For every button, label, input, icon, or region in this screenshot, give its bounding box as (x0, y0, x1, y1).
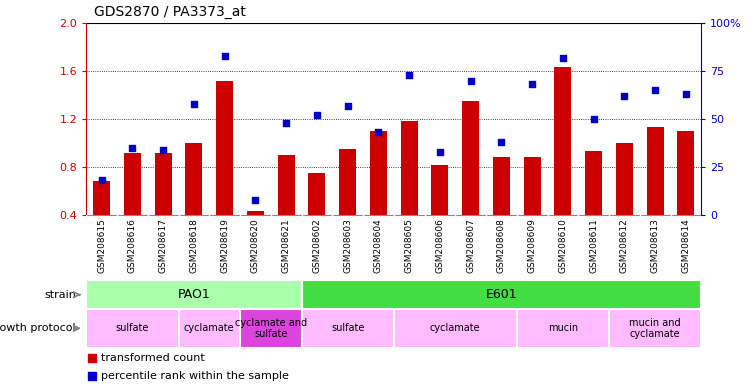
Bar (302, 309, 394, 348)
Bar (178, 309, 240, 348)
Point (680, 91, 692, 97)
Bar (524, 157, 541, 215)
Text: GSM208609: GSM208609 (528, 218, 537, 273)
Bar (616, 143, 633, 215)
Text: GSM208616: GSM208616 (128, 218, 136, 273)
Text: mucin: mucin (548, 323, 578, 333)
Bar (677, 131, 694, 215)
Text: percentile rank within the sample: percentile rank within the sample (101, 371, 289, 381)
Text: GSM208618: GSM208618 (189, 218, 198, 273)
Text: GSM208620: GSM208620 (251, 218, 260, 273)
Bar (216, 81, 233, 215)
Point (219, 53, 231, 59)
Point (404, 72, 416, 78)
Text: GSM208614: GSM208614 (681, 218, 690, 273)
Bar (517, 309, 609, 348)
Point (158, 147, 170, 153)
Bar (93, 182, 110, 215)
Text: GSM208604: GSM208604 (374, 218, 382, 273)
Bar (370, 131, 387, 215)
Point (126, 145, 138, 151)
Bar (394, 309, 517, 348)
Bar (308, 173, 326, 215)
Point (310, 112, 322, 118)
Point (464, 78, 477, 84)
Bar (278, 155, 295, 215)
Point (495, 139, 507, 145)
Text: GSM208602: GSM208602 (312, 218, 321, 273)
Text: GSM208603: GSM208603 (343, 218, 352, 273)
Text: PAO1: PAO1 (178, 288, 210, 301)
Bar (124, 152, 141, 215)
Bar (609, 309, 701, 348)
Bar (86, 309, 178, 348)
Bar (585, 151, 602, 215)
Point (188, 101, 200, 107)
Point (96, 177, 108, 184)
Text: GSM208605: GSM208605 (405, 218, 414, 273)
Bar (247, 212, 264, 215)
Point (649, 87, 662, 93)
Bar (154, 152, 172, 215)
Text: GSM208617: GSM208617 (159, 218, 168, 273)
Text: transformed count: transformed count (101, 353, 205, 363)
Point (588, 116, 600, 122)
Text: E601: E601 (485, 288, 518, 301)
Text: GSM208612: GSM208612 (620, 218, 628, 273)
Point (556, 55, 568, 61)
Point (249, 197, 261, 203)
Text: GSM208608: GSM208608 (496, 218, 506, 273)
Bar (493, 157, 510, 215)
Text: GSM208619: GSM208619 (220, 218, 230, 273)
Point (433, 149, 445, 155)
Bar (554, 68, 572, 215)
Text: GSM208615: GSM208615 (98, 218, 106, 273)
Text: cyclamate: cyclamate (430, 323, 481, 333)
Text: GSM208610: GSM208610 (558, 218, 567, 273)
Text: sulfate: sulfate (116, 323, 149, 333)
Bar (339, 149, 356, 215)
Text: sulfate: sulfate (331, 323, 364, 333)
Bar (400, 121, 418, 215)
Bar (185, 143, 202, 215)
Bar (462, 101, 479, 215)
Point (526, 81, 538, 88)
Text: cyclamate and
sulfate: cyclamate and sulfate (235, 318, 307, 339)
Text: GSM208621: GSM208621 (282, 218, 291, 273)
Point (372, 129, 384, 136)
Text: GDS2870 / PA3373_at: GDS2870 / PA3373_at (94, 5, 246, 19)
Point (341, 103, 354, 109)
Bar (302, 280, 701, 309)
Bar (646, 127, 664, 215)
Bar (86, 280, 302, 309)
Text: GSM208607: GSM208607 (466, 218, 476, 273)
Text: GSM208611: GSM208611 (590, 218, 598, 273)
Text: cyclamate: cyclamate (184, 323, 235, 333)
Bar (240, 309, 302, 348)
Text: growth protocol: growth protocol (0, 323, 76, 333)
Text: GSM208606: GSM208606 (435, 218, 444, 273)
Point (280, 120, 292, 126)
Text: mucin and
cyclamate: mucin and cyclamate (629, 318, 681, 339)
Point (618, 93, 630, 99)
Text: strain: strain (44, 290, 76, 300)
Bar (431, 165, 448, 215)
Text: GSM208613: GSM208613 (650, 218, 660, 273)
